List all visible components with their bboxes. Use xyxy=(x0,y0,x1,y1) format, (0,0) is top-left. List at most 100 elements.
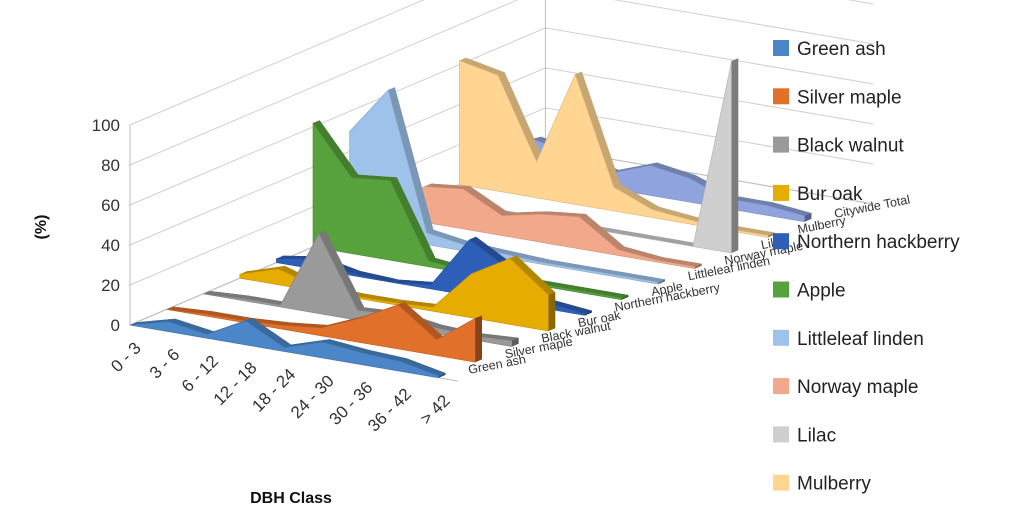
legend-swatch xyxy=(773,233,789,250)
legend-label: Green ash xyxy=(797,39,886,60)
y-tick-label: 100 xyxy=(92,116,120,135)
series-top-edge xyxy=(459,57,505,76)
x-tick-label: 3 - 6 xyxy=(146,345,183,382)
series-axis-label: Apple xyxy=(650,279,684,299)
legend-label: Silver maple xyxy=(797,87,902,108)
chart-series xyxy=(129,57,812,379)
y-tick-label: 0 xyxy=(111,316,120,335)
legend-swatch xyxy=(773,378,789,395)
legend-item: Northern hackberry xyxy=(773,232,960,253)
series-top-edge xyxy=(650,162,696,178)
series-end-face xyxy=(731,58,739,254)
legend-label: Northern hackberry xyxy=(797,232,960,253)
series-top-edge xyxy=(619,272,665,283)
series-end-face xyxy=(658,279,665,285)
series-top-edge xyxy=(542,259,588,269)
series-top-edge xyxy=(239,266,285,275)
series-top-edge xyxy=(581,266,627,276)
gridline xyxy=(129,0,874,166)
series-top-edge xyxy=(426,229,472,246)
series-top-edge xyxy=(613,184,659,210)
series-top-edge xyxy=(241,295,287,305)
series-end-face xyxy=(585,310,592,316)
series-top-edge xyxy=(617,246,663,260)
y-tick-label: 20 xyxy=(101,276,120,295)
legend-swatch xyxy=(773,88,789,105)
legend-item: Black walnut xyxy=(773,136,904,157)
series-top-edge xyxy=(540,211,586,217)
legend-item: Norway maple xyxy=(773,377,918,398)
legend-label: Black walnut xyxy=(797,136,904,157)
series-top-edge xyxy=(498,72,544,162)
series-top-edge xyxy=(243,317,289,326)
legend-item: Mulberry xyxy=(773,474,871,495)
legend: Green ash Silver maple Black walnut Bur oak… xyxy=(773,39,960,495)
series-top-edge xyxy=(544,281,590,292)
legend-label: Apple xyxy=(797,281,846,302)
series-top-edge xyxy=(323,339,369,353)
x-axis-title: DBH Class xyxy=(250,490,332,507)
legend-swatch xyxy=(773,281,789,298)
series-top-edge xyxy=(361,349,407,362)
series-top-edge xyxy=(615,230,661,240)
legend-swatch xyxy=(773,329,789,346)
series-top-edge xyxy=(203,291,249,299)
legend-item: Bur oak xyxy=(773,184,863,205)
series-top-edge xyxy=(166,306,212,314)
series-top-edge xyxy=(392,279,438,285)
y-tick-label: 80 xyxy=(101,156,120,175)
series-end-face xyxy=(475,315,482,363)
series-top-edge xyxy=(168,318,214,335)
series-top-edge xyxy=(400,358,446,376)
series-top-edge xyxy=(282,322,328,328)
series-top-edge xyxy=(130,318,176,325)
series-top-edge xyxy=(575,71,621,187)
legend-swatch xyxy=(773,184,789,201)
legend-label: Norway maple xyxy=(797,377,918,398)
legend-label: Bur oak xyxy=(797,184,863,205)
gridline xyxy=(129,0,874,126)
series-end-face xyxy=(621,295,629,300)
legend-item: Littleleaf linden xyxy=(773,329,924,350)
series-top-edge xyxy=(611,162,657,173)
series-silver-maple xyxy=(166,302,482,363)
legend-item: Lilac xyxy=(773,425,836,446)
series-top-edge xyxy=(424,183,470,189)
series-top-edge xyxy=(284,339,330,348)
series-top-edge xyxy=(469,236,515,269)
series-top-edge xyxy=(510,255,556,295)
y-tick-label: 60 xyxy=(101,196,120,215)
series-end-face xyxy=(804,213,812,222)
series-top-edge xyxy=(504,251,550,263)
series-top-edge xyxy=(245,318,291,348)
series-top-edge xyxy=(546,300,592,314)
series-top-edge xyxy=(502,211,548,216)
series-end-face xyxy=(548,292,556,331)
series-top-edge xyxy=(583,288,629,298)
legend-swatch xyxy=(773,426,789,443)
series-top-edge xyxy=(398,302,444,340)
series-end-face xyxy=(438,373,446,378)
series-end-face xyxy=(512,337,519,347)
series-top-edge xyxy=(766,202,812,216)
x-tick-label: 0 - 3 xyxy=(107,338,144,375)
series-top-edge xyxy=(205,311,251,321)
series-top-edge xyxy=(353,271,399,283)
legend-item: Silver maple xyxy=(773,87,902,108)
series-top-edge xyxy=(319,230,365,311)
legend-swatch xyxy=(773,136,789,153)
x-tick-label: > 42 xyxy=(416,391,453,428)
y-tick-label: 40 xyxy=(101,236,120,255)
legend-swatch xyxy=(773,40,789,56)
series-top-edge xyxy=(394,299,440,308)
series-top-edge xyxy=(579,214,625,250)
legend-item: Apple xyxy=(773,281,846,302)
series-green-ash xyxy=(129,318,446,379)
legend-label: Littleleaf linden xyxy=(797,329,924,350)
series-top-edge xyxy=(390,177,436,261)
series-top-edge xyxy=(654,237,700,247)
legend-label: Lilac xyxy=(797,425,836,446)
series-littleleaf-linden xyxy=(349,87,665,285)
legend-swatch xyxy=(773,474,789,491)
